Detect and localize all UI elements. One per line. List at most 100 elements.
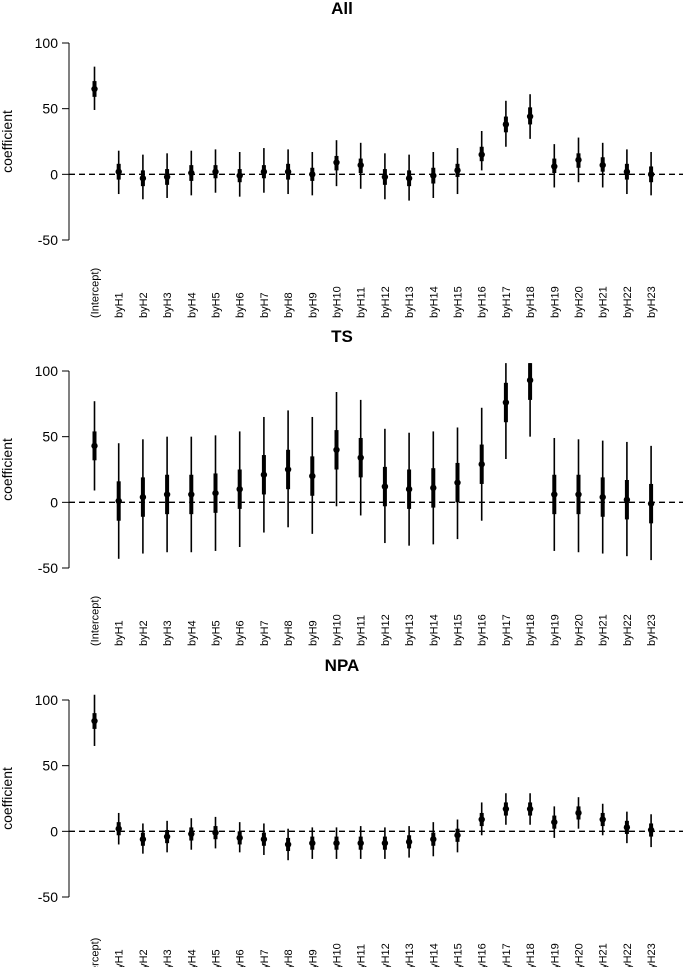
- y-axis-label: coefficient: [0, 767, 15, 830]
- category-label: byH21: [598, 286, 610, 318]
- estimate-point: [309, 171, 316, 178]
- estimate-point: [284, 466, 292, 473]
- category-label: byH3: [162, 949, 174, 967]
- y-tick-label: 50: [42, 429, 58, 445]
- panel-npa: NPA -50 0 50 100 coefficient tercept) byH1 byH2 b…: [0, 656, 683, 967]
- estimate-point: [647, 500, 655, 507]
- category-label: byH11: [356, 615, 368, 646]
- category-label: byH15: [453, 943, 465, 967]
- category-label: byH10: [332, 286, 344, 318]
- y-tick-label: 100: [35, 692, 59, 708]
- category-label: byH7: [259, 292, 271, 318]
- estimate-point: [212, 168, 219, 175]
- estimate-point: [91, 717, 98, 725]
- estimate-point: [381, 483, 389, 490]
- chart-title: TS: [331, 327, 353, 346]
- estimate-point: [454, 479, 461, 486]
- category-label: byH9: [307, 620, 319, 646]
- category-label: byH16: [477, 614, 489, 646]
- estimate-point: [260, 168, 268, 175]
- category-label: byH21: [598, 614, 610, 646]
- estimate-point: [478, 151, 485, 158]
- estimate-point: [526, 113, 534, 120]
- category-label: byH3: [162, 292, 174, 318]
- estimate-point: [284, 168, 292, 175]
- estimate-point: [357, 454, 364, 461]
- y-tick-label: 0: [50, 494, 58, 510]
- estimate-point: [502, 399, 510, 406]
- chart-title: NPA: [325, 656, 360, 675]
- category-label: byH4: [186, 620, 198, 646]
- category-label: byH19: [549, 943, 561, 967]
- y-tick-label: -50: [38, 232, 58, 248]
- category-label: byH4: [186, 292, 198, 318]
- category-label: byH17: [501, 943, 513, 967]
- estimate-point: [405, 175, 413, 182]
- category-label: byH15: [453, 286, 465, 318]
- category-label: byH22: [622, 614, 634, 646]
- estimate-point: [115, 497, 122, 505]
- y-tick-label: -50: [38, 889, 58, 905]
- estimate-point: [575, 809, 582, 817]
- category-label: byH12: [380, 286, 392, 318]
- category-label: byH1: [114, 949, 126, 967]
- y-tick-label: 0: [50, 823, 58, 839]
- estimate-point: [236, 834, 243, 842]
- category-label: byH20: [574, 286, 586, 318]
- estimate-point: [236, 486, 243, 493]
- estimate-point: [333, 446, 340, 453]
- category-label: byH18: [525, 614, 537, 646]
- estimate-point: [623, 168, 631, 175]
- estimate-point: [502, 121, 510, 128]
- estimate-point: [478, 816, 485, 823]
- category-label: byH19: [549, 614, 561, 646]
- estimate-point: [212, 829, 219, 836]
- y-tick-label: 50: [42, 101, 58, 117]
- estimate-point: [115, 168, 122, 175]
- y-axis-label: coefficient: [0, 438, 15, 501]
- estimate-point: [236, 172, 243, 179]
- estimate-point: [188, 169, 195, 177]
- category-label: byH16: [477, 943, 489, 967]
- estimate-point: [430, 484, 437, 492]
- estimate-point: [163, 833, 171, 840]
- category-label: byH14: [428, 614, 440, 646]
- category-label: byH16: [477, 286, 489, 318]
- estimate-point: [309, 839, 316, 847]
- category-label: byH12: [380, 943, 392, 967]
- estimate-point: [599, 493, 606, 501]
- estimate-point: [381, 839, 389, 847]
- y-tick-label: 100: [35, 363, 59, 379]
- category-label: byH14: [428, 286, 440, 318]
- category-label: byH23: [646, 286, 658, 318]
- estimate-point: [91, 85, 98, 93]
- category-label: byH13: [404, 286, 416, 318]
- category-label: byH8: [283, 949, 295, 967]
- category-label: byH6: [235, 620, 247, 646]
- estimate-point: [260, 836, 268, 843]
- category-label: byH12: [380, 614, 392, 646]
- category-label: byH6: [235, 292, 247, 318]
- estimate-point: [551, 491, 558, 498]
- category-label: byH10: [332, 943, 344, 967]
- estimate-point: [454, 167, 461, 174]
- category-label: byH13: [404, 614, 416, 646]
- category-label: byH4: [186, 949, 198, 967]
- category-label: (Intercept): [90, 596, 102, 646]
- category-label: byH7: [259, 949, 271, 967]
- category-label: byH6: [235, 949, 247, 967]
- estimate-point: [599, 161, 606, 169]
- category-label: byH22: [622, 286, 634, 318]
- estimate-point: [405, 486, 413, 493]
- chart-title: All: [331, 0, 353, 18]
- estimate-point: [139, 175, 147, 182]
- estimate-point: [284, 841, 292, 848]
- estimate-point: [139, 493, 147, 501]
- estimate-point: [647, 826, 655, 834]
- estimate-point: [502, 805, 510, 813]
- estimate-point: [478, 461, 485, 468]
- category-label: byH22: [622, 943, 634, 967]
- category-label: byH23: [646, 943, 658, 967]
- y-tick-label: 50: [42, 758, 58, 774]
